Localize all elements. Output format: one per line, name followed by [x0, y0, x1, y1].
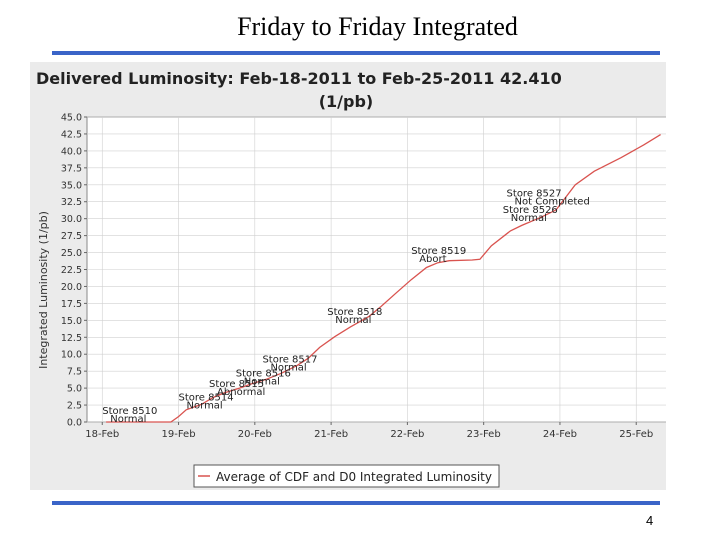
- annotation-label: Store 8514: [179, 392, 234, 403]
- y-tick-label: 37.5: [61, 163, 82, 174]
- top-rule: [52, 51, 660, 55]
- x-tick-label: 19-Feb: [162, 429, 196, 440]
- y-tick-label: 2.5: [67, 401, 82, 412]
- bottom-rule: [52, 501, 660, 505]
- x-tick-label: 24-Feb: [543, 429, 577, 440]
- annotation-status: Abort: [419, 254, 446, 265]
- x-tick-label: 23-Feb: [467, 429, 501, 440]
- x-tick-label: 21-Feb: [314, 429, 348, 440]
- y-tick-label: 22.5: [61, 265, 82, 276]
- luminosity-chart: Delivered Luminosity: Feb-18-2011 to Feb…: [36, 69, 683, 488]
- series-line: [106, 134, 661, 423]
- annotation-label: Store 8517: [262, 354, 317, 365]
- y-axis-label: Integrated Luminosity (1/pb): [37, 211, 50, 369]
- x-tick-label: 20-Feb: [238, 429, 272, 440]
- legend-label: Average of CDF and D0 Integrated Luminos…: [216, 470, 492, 484]
- y-tick-label: 12.5: [61, 333, 82, 344]
- y-tick-label: 15.0: [61, 316, 82, 327]
- annotation-label: Store 8526: [503, 205, 558, 216]
- grid-lines: [87, 116, 682, 423]
- y-tick-label: 40.0: [61, 146, 82, 157]
- annotation-status: Normal: [270, 362, 306, 373]
- annotation-label: Store 8515: [209, 379, 264, 390]
- x-tick-label: 25-Feb: [619, 429, 653, 440]
- y-tick-label: 17.5: [61, 299, 82, 310]
- y-tick-label: 32.5: [61, 197, 82, 208]
- annotation-status: Normal: [244, 377, 280, 388]
- annotation-status: Normal: [335, 315, 371, 326]
- series-group: [106, 134, 661, 423]
- y-tick-label: 7.5: [67, 367, 82, 378]
- y-tick-label: 42.5: [61, 129, 82, 140]
- y-tick-label: 20.0: [61, 282, 82, 293]
- x-tick-label: 18-Feb: [85, 429, 119, 440]
- chart-title-line2: (1/pb): [319, 92, 374, 111]
- legend: Average of CDF and D0 Integrated Luminos…: [193, 464, 500, 488]
- y-tick-label: 10.0: [61, 350, 82, 361]
- x-tick-label: 22-Feb: [390, 429, 424, 440]
- annotation-status: Normal: [110, 414, 146, 425]
- y-tick-label: 30.0: [61, 214, 82, 225]
- y-tick-label: 0.0: [67, 418, 82, 429]
- annotation-label: Store 8519: [411, 246, 466, 257]
- annotation-status: Normal: [511, 213, 547, 224]
- annotation-label: Store 8516: [236, 369, 291, 380]
- annotation-label: Store 8527: [507, 188, 562, 199]
- y-tick-label: 45.0: [61, 113, 82, 124]
- legend-box: [193, 464, 500, 488]
- page-number: 4: [646, 513, 654, 528]
- annotation-status: Abnormal: [217, 387, 265, 398]
- y-tick-label: 27.5: [61, 231, 82, 242]
- annotation-status: Normal: [187, 400, 223, 411]
- chart-title-line1: Delivered Luminosity: Feb-18-2011 to Feb…: [36, 69, 562, 88]
- annotation-status: Not Completed: [515, 196, 590, 207]
- slide-title: Friday to Friday Integrated: [237, 12, 518, 41]
- chart-panel: Delivered Luminosity: Feb-18-2011 to Feb…: [30, 62, 683, 490]
- y-tick-label: 35.0: [61, 180, 82, 191]
- y-tick-label: 25.0: [61, 248, 82, 259]
- y-ticks: 0.0 2.5 5.0 7.5 10.0 12.5 15.0 17.5 20.0 22.5 25.0…: [61, 113, 87, 429]
- annotation-label: Store 8510: [102, 406, 157, 417]
- annotation-label: Store 8518: [327, 307, 382, 318]
- x-ticks: 18-Feb 19-Feb 20-Feb 21-Feb 22-Feb 23-Feb 24-F…: [85, 422, 653, 440]
- y-tick-label: 5.0: [67, 384, 82, 395]
